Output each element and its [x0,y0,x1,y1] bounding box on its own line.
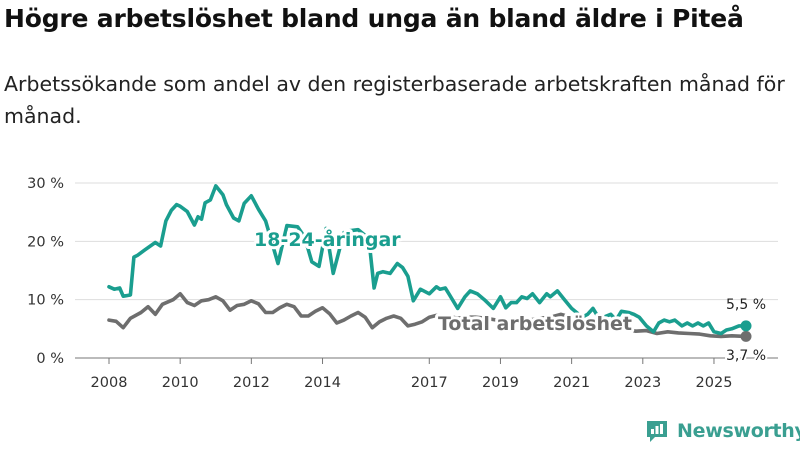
x-tick-label: 2021 [553,375,590,391]
youth-end-value-label: 5,5 % [726,297,766,313]
youth-end-point [740,320,752,332]
x-tick-label: 2023 [624,375,661,391]
total-series-label: Total arbetslöshet [438,313,632,335]
brand-name: Newsworthy [677,420,800,442]
x-tick-label: 2017 [411,375,448,391]
y-tick-label: 0 % [36,351,64,367]
x-tick-label: 2008 [91,375,128,391]
x-tick-label: 2012 [233,375,270,391]
x-tick-label: 2019 [482,375,519,391]
page-title: Högre arbetslöshet bland unga än bland ä… [4,4,744,33]
youth-series-label: 18-24-åringar [254,227,401,251]
newsworthy-logo-icon [647,421,667,442]
youth-series-line [107,184,748,336]
total-end-point [740,330,752,342]
total-series-line [107,291,748,339]
x-tick-label: 2025 [696,375,733,391]
x-tick-label: 2014 [304,375,341,391]
y-tick-label: 10 % [27,293,64,309]
total-end-value-label: 3,7 % [726,348,766,364]
x-tick-label: 2010 [162,375,199,391]
newsworthy-brand: Newsworthy [645,419,800,443]
page-subtitle: Arbetssökande som andel av den registerb… [4,72,785,128]
y-tick-label: 20 % [27,234,64,250]
y-tick-label: 30 % [27,176,64,192]
